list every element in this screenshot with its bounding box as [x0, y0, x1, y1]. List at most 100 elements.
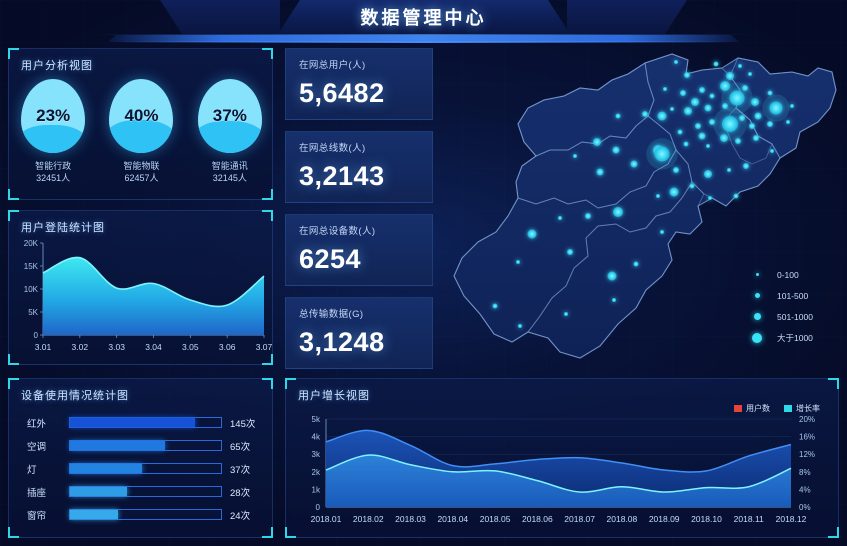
- liquid-gauge[interactable]: 23% 智能行政 32451人: [18, 79, 88, 184]
- map-point[interactable]: [615, 113, 621, 119]
- map-point[interactable]: [567, 249, 573, 255]
- user-growth-title: 用户增长视图: [298, 390, 370, 402]
- growth-area-chart[interactable]: 0 1k 2k 3k 4k 5k 0% 4% 8% 12% 16% 20% 2018.01 2018.02…: [286, 411, 840, 537]
- liquid-gauge-count: 32145人: [212, 173, 247, 183]
- map-point[interactable]: [751, 98, 759, 106]
- map-point[interactable]: [585, 213, 591, 219]
- kpi-card[interactable]: 在网总用户(人) 5,6482: [285, 48, 433, 120]
- map-point[interactable]: [612, 298, 616, 302]
- map-point[interactable]: [699, 87, 705, 93]
- map-point[interactable]: [709, 119, 715, 125]
- map-point[interactable]: [564, 312, 568, 316]
- map-point[interactable]: [669, 187, 679, 197]
- map-point[interactable]: [612, 146, 620, 154]
- map-point[interactable]: [767, 121, 773, 127]
- map-point[interactable]: [683, 141, 689, 147]
- x-axis-tick: 2018.07: [564, 514, 595, 524]
- map-point[interactable]: [735, 138, 741, 144]
- map-point[interactable]: [754, 112, 762, 120]
- bar-track: [69, 509, 222, 520]
- map-point[interactable]: [660, 230, 664, 234]
- kpi-label: 总传输数据(G): [299, 309, 364, 320]
- legend-item: 501-1000: [750, 306, 813, 327]
- map-point[interactable]: [680, 90, 686, 96]
- map-point[interactable]: [642, 111, 648, 117]
- map-point[interactable]: [695, 123, 701, 129]
- map-point[interactable]: [674, 60, 678, 64]
- legend-item-users[interactable]: 用户数: [734, 403, 770, 414]
- map-point[interactable]: [769, 101, 783, 115]
- map-point[interactable]: [607, 271, 617, 281]
- map-point[interactable]: [630, 160, 638, 168]
- map-point[interactable]: [633, 261, 639, 267]
- map-point[interactable]: [558, 216, 562, 220]
- map-point[interactable]: [727, 168, 731, 172]
- kpi-card[interactable]: 总传输数据(G) 3,1248: [285, 297, 433, 369]
- region-map[interactable]: 0-100 101-500 501-1000 大于1000: [440, 46, 845, 371]
- map-point[interactable]: [677, 129, 683, 135]
- map-point[interactable]: [748, 72, 752, 76]
- table-row[interactable]: 红外 145次: [9, 411, 274, 434]
- map-point[interactable]: [753, 135, 759, 141]
- map-point[interactable]: [720, 81, 730, 91]
- map-point[interactable]: [720, 134, 728, 142]
- map-point[interactable]: [722, 103, 728, 109]
- corner-bracket-bl: [8, 354, 19, 365]
- map-point[interactable]: [743, 163, 749, 169]
- map-point[interactable]: [742, 85, 748, 91]
- map-point[interactable]: [713, 61, 719, 67]
- map-point[interactable]: [518, 324, 522, 328]
- map-point[interactable]: [704, 104, 712, 112]
- legend-item-growth-rate[interactable]: 增长率: [784, 403, 820, 414]
- map-point[interactable]: [729, 90, 745, 106]
- map-point[interactable]: [516, 260, 520, 264]
- map-point[interactable]: [657, 111, 667, 121]
- kpi-card[interactable]: 在网总设备数(人) 6254: [285, 214, 433, 286]
- liquid-gauge[interactable]: 40% 智能物联 62457人: [106, 79, 176, 184]
- map-point[interactable]: [739, 115, 745, 121]
- map-point[interactable]: [654, 146, 670, 162]
- map-point[interactable]: [698, 132, 706, 140]
- map-point[interactable]: [749, 123, 755, 129]
- table-row[interactable]: 灯 37次: [9, 457, 274, 480]
- kpi-label: 在网总线数(人): [299, 143, 366, 154]
- map-point[interactable]: [656, 194, 660, 198]
- map-point[interactable]: [663, 87, 667, 91]
- map-point[interactable]: [593, 138, 601, 146]
- map-point[interactable]: [786, 120, 790, 124]
- map-point[interactable]: [706, 144, 710, 148]
- table-row[interactable]: 窗帘 24次: [9, 503, 274, 526]
- map-point[interactable]: [790, 104, 794, 108]
- map-point[interactable]: [613, 207, 623, 217]
- map-point[interactable]: [573, 154, 577, 158]
- map-point[interactable]: [708, 196, 712, 200]
- x-axis-tick: 2018.05: [480, 514, 511, 524]
- map-point[interactable]: [596, 168, 604, 176]
- map-point[interactable]: [684, 107, 692, 115]
- y-axis-tick-right: 12%: [799, 450, 815, 459]
- map-point[interactable]: [527, 229, 537, 239]
- login-area-chart[interactable]: 0 5K 10K 15K 20K 3.01 3.02 3.03 3.04 3.05 3.06 3.07: [9, 235, 274, 363]
- map-point[interactable]: [704, 170, 712, 178]
- map-point[interactable]: [670, 107, 674, 111]
- kpi-value: 3,1248: [299, 327, 385, 357]
- table-row[interactable]: 空调 65次: [9, 434, 274, 457]
- map-point[interactable]: [684, 72, 690, 78]
- map-point[interactable]: [691, 98, 699, 106]
- map-point[interactable]: [767, 90, 773, 96]
- kpi-card[interactable]: 在网总线数(人) 3,2143: [285, 131, 433, 203]
- map-point[interactable]: [738, 64, 742, 68]
- page-title: 数据管理中心: [360, 8, 487, 28]
- liquid-gauge[interactable]: 37% 智能通讯 32145人: [195, 79, 265, 184]
- map-point[interactable]: [722, 116, 738, 132]
- map-point[interactable]: [770, 149, 774, 153]
- map-point[interactable]: [492, 303, 498, 309]
- map-point[interactable]: [726, 72, 734, 80]
- map-point[interactable]: [733, 193, 739, 199]
- map-point[interactable]: [673, 167, 679, 173]
- table-row[interactable]: 插座 28次: [9, 480, 274, 503]
- map-point[interactable]: [709, 93, 715, 99]
- map-point[interactable]: [689, 183, 695, 189]
- bar-value: 65次: [230, 441, 251, 453]
- liquid-gauge-count: 32451人: [36, 173, 71, 183]
